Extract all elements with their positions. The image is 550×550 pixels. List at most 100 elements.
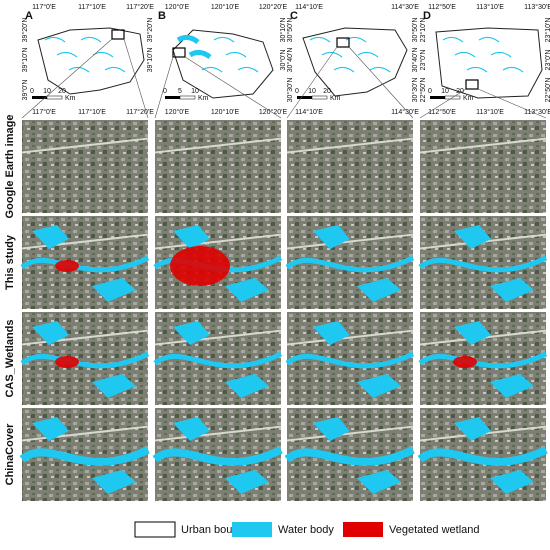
region-outline [302, 27, 408, 97]
water-body [225, 470, 269, 494]
image-tile [153, 312, 283, 405]
water-body [173, 225, 210, 249]
water-body [417, 446, 548, 466]
water-body [173, 321, 210, 345]
road [286, 137, 414, 154]
image-tile [285, 312, 415, 405]
zoom-line [123, 38, 149, 119]
vegetated-wetland [170, 246, 230, 286]
lon-label: 113°10'E [476, 108, 504, 116]
water-body [32, 321, 69, 345]
lat-label: 39°20'N [21, 18, 29, 43]
lat-label: 23°10'N [419, 18, 427, 43]
scale-label: 20 [323, 88, 331, 95]
lon-label: 114°10'E [295, 108, 323, 116]
scale-label: 10 [308, 88, 316, 95]
lon-label: 120°20'E [259, 108, 288, 116]
lon-label: 117°0'E [32, 108, 56, 116]
scale-unit: Km [463, 95, 474, 102]
water-body [490, 470, 534, 494]
lon-label: 117°10'E [78, 108, 106, 116]
river [237, 66, 259, 73]
image-tile [154, 120, 282, 213]
image-tile [284, 408, 415, 501]
lon-label: 114°30'E [391, 3, 419, 11]
river [68, 66, 90, 73]
lat-label: 39°10'N [21, 48, 29, 73]
lon-label: 120°10'E [211, 108, 240, 116]
water-body [313, 321, 350, 345]
water-body [285, 351, 415, 369]
lon-label: 113°30'E [524, 108, 550, 116]
satellite-image [420, 120, 546, 213]
scale-label: 10 [43, 88, 51, 95]
river [442, 36, 464, 43]
lat-label: 39°20'N [146, 18, 154, 43]
lat-label: 22°50'N [544, 78, 550, 103]
image-tile [19, 408, 150, 501]
lat-label: 23°0'N [544, 50, 550, 71]
river [333, 66, 355, 73]
scale-label: 5 [178, 88, 182, 95]
lat-label: 30°30'N [411, 78, 419, 103]
lon-label: 120°20'E [259, 3, 288, 11]
image-tile [285, 216, 415, 309]
river [309, 36, 331, 43]
lon-label: 117°20'E [126, 108, 154, 116]
road [154, 329, 282, 346]
legend-swatch [134, 521, 176, 538]
scale-unit: Km [65, 95, 76, 102]
lat-label: 39°10'N [146, 48, 154, 73]
row-label: Google Earth image [4, 115, 16, 219]
region-outline [435, 27, 543, 99]
image-tile [21, 120, 149, 213]
scale-label: 10 [441, 88, 449, 95]
panel-letter: C [290, 10, 298, 22]
road [286, 425, 414, 442]
river [345, 36, 367, 43]
legend-label: Vegetated wetland [389, 524, 480, 536]
panel-letter: A [25, 10, 33, 22]
scale-label: 0 [163, 88, 167, 95]
water-body [418, 255, 548, 273]
lon-label: 117°0'E [32, 3, 56, 11]
river [104, 66, 126, 73]
row-label: CAS_Wetlands [4, 319, 16, 397]
panel-letter: B [158, 10, 166, 22]
water-body [153, 351, 283, 369]
road [21, 137, 149, 154]
water-body [454, 417, 491, 441]
water-body [285, 255, 415, 273]
water-body [92, 374, 136, 398]
image-tile [418, 216, 548, 309]
river [44, 36, 66, 43]
zoom-line [286, 46, 338, 119]
satellite-image [22, 120, 148, 213]
image-tile [286, 120, 414, 213]
lon-label: 112°50'E [428, 108, 456, 116]
road [21, 233, 149, 250]
lat-label: 30°40'N [411, 48, 419, 73]
water-body [152, 446, 283, 466]
panel-letter: D [423, 10, 431, 22]
lon-label: 114°30'E [391, 108, 419, 116]
image-tile [153, 216, 283, 309]
vegetated-wetland [55, 356, 79, 368]
image-tile [417, 408, 548, 501]
lon-label: 120°0'E [165, 3, 190, 11]
lat-label: 30°40'N [286, 48, 294, 73]
water-body [357, 470, 401, 494]
river [454, 51, 476, 58]
river [176, 34, 200, 45]
river [213, 36, 235, 43]
river [478, 36, 500, 43]
image-tile [152, 408, 283, 501]
road [21, 425, 149, 442]
water-body [225, 278, 269, 302]
scale-unit: Km [330, 95, 341, 102]
study-box [172, 47, 186, 58]
zoom-line [154, 56, 174, 119]
road [286, 233, 414, 250]
